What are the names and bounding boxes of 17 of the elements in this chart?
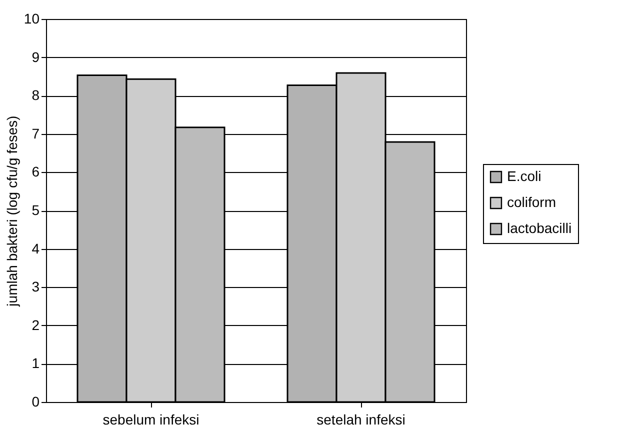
y-tick-label: 9 bbox=[32, 48, 40, 65]
y-tick-label: 0 bbox=[32, 394, 40, 410]
y-tick-label: 5 bbox=[32, 202, 40, 218]
legend-label: coliform bbox=[507, 194, 556, 210]
y-tick-label: 6 bbox=[32, 164, 40, 180]
y-tick-label: 3 bbox=[32, 278, 40, 295]
y-tick-label: 1 bbox=[32, 355, 40, 372]
x-tick-label: sebelum infeksi bbox=[102, 412, 200, 428]
legend-label: E.coli bbox=[507, 168, 542, 184]
y-tick-label: 10 bbox=[24, 10, 40, 26]
legend-label: lactobacilli bbox=[507, 220, 572, 236]
x-tick-label: setelah infeksi bbox=[316, 412, 406, 428]
y-tick-label: 8 bbox=[32, 87, 40, 104]
y-tick-label: 4 bbox=[32, 240, 40, 256]
y-tick-label: 2 bbox=[32, 316, 40, 333]
y-tick-label: 7 bbox=[32, 125, 40, 142]
y-axis-title: jumlah bakteri (log cfu/g feses) bbox=[4, 116, 20, 308]
